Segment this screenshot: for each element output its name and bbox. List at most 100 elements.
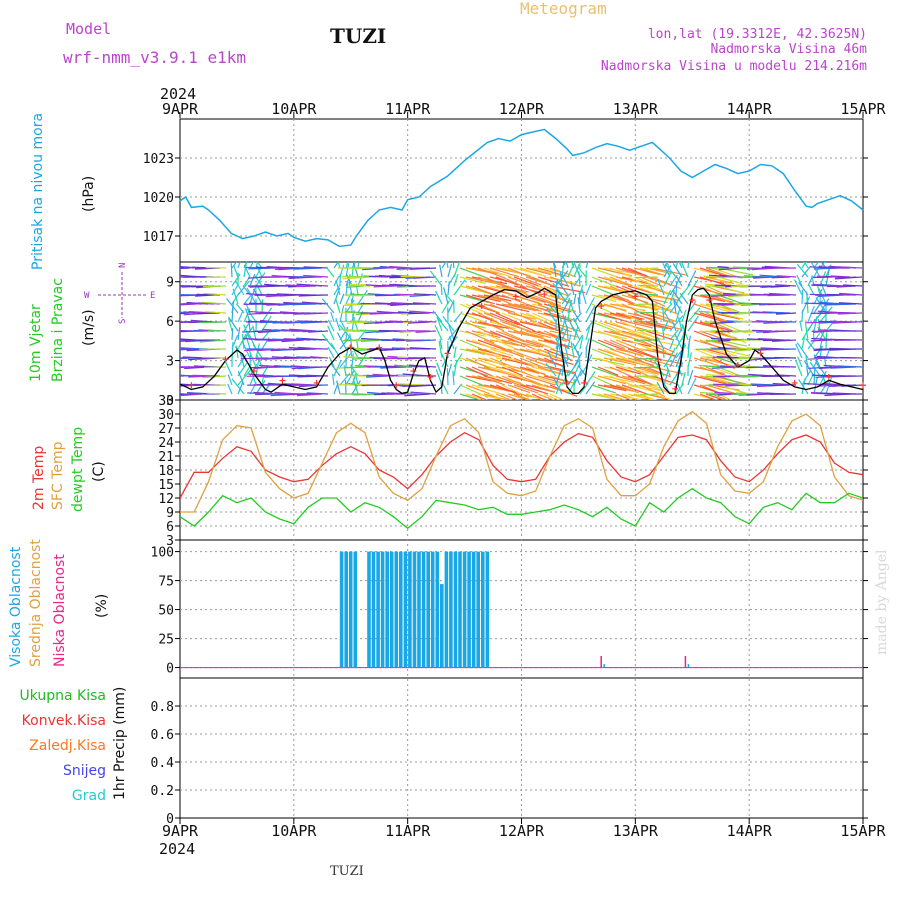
- wind-arrow: [837, 376, 862, 377]
- model-name: wrf-nmm_v3.9.1 e1km: [63, 48, 246, 67]
- wind-arrow: [768, 312, 790, 313]
- gust-marker: [445, 350, 451, 356]
- gust-marker: [427, 374, 433, 380]
- wind-arrow: [238, 327, 240, 340]
- y-tick-label: 25: [158, 633, 174, 648]
- temp-label-1: 2m Temp: [31, 446, 47, 510]
- pressure-label: Pritisak na nivou mora: [30, 113, 46, 270]
- wind-arrow: [796, 360, 803, 376]
- wind-arrow: [592, 367, 620, 377]
- wind-arrow: [436, 291, 443, 304]
- high-cloud-bar: [445, 552, 449, 668]
- wind-arrow: [676, 282, 677, 295]
- wind-arrow: [232, 328, 233, 340]
- precip-label-1: Ukupna Kisa: [19, 688, 106, 704]
- high-cloud-bar: [395, 552, 399, 668]
- cloud-label-3: Niska Oblacnost: [52, 554, 68, 667]
- wind-arrow-field: [157, 251, 862, 406]
- wind-arrow: [437, 317, 448, 331]
- high-cloud-bar: [381, 552, 385, 668]
- wind-arrow: [635, 277, 658, 278]
- wind-arrow: [344, 367, 370, 368]
- wind-arrow: [550, 340, 570, 349]
- temp-unit: (C): [91, 461, 107, 482]
- wind-arrow: [346, 286, 364, 287]
- x-tick-bottom: 11APR: [385, 822, 431, 840]
- wind-arrow: [234, 265, 238, 277]
- y-tick-label: 50: [158, 604, 174, 619]
- pressure-unit: (hPa): [81, 176, 97, 212]
- y-tick-label: 27: [158, 422, 174, 437]
- wind-arrow: [440, 265, 442, 277]
- high-cloud-bar: [422, 552, 426, 668]
- wind-arrow: [202, 357, 226, 358]
- high-cloud-bar: [472, 552, 476, 668]
- high-cloud-bar: [354, 552, 358, 668]
- wind-arrow: [771, 367, 796, 368]
- wind-arrow: [797, 275, 802, 286]
- meteogram-label: Meteogram: [520, 0, 607, 18]
- wind-arrow: [346, 292, 351, 304]
- wind-arrow: [231, 263, 232, 277]
- wind-arrow: [358, 290, 367, 304]
- high-cloud-bar: [385, 552, 389, 668]
- wind-arrow: [752, 330, 772, 331]
- y-tick-label: 6: [166, 315, 174, 330]
- wind-arrow: [678, 384, 682, 394]
- high-cloud-bar: [399, 552, 403, 668]
- wind-arrow: [358, 251, 359, 268]
- wind-arrow: [401, 277, 424, 278]
- wind-arrow: [238, 370, 251, 386]
- wind-arrow: [340, 305, 344, 322]
- y-tick-label: 9: [166, 506, 174, 521]
- footer-station: TUZI: [330, 864, 364, 879]
- wind-arrow: [688, 342, 689, 358]
- wind-arrow: [570, 320, 575, 331]
- wind-arrow: [768, 295, 791, 296]
- compass-w: W: [84, 291, 90, 301]
- high-cloud-bar: [413, 552, 417, 668]
- wind-arrow: [198, 322, 226, 323]
- wind-arrow: [544, 394, 569, 404]
- wind-arrow: [454, 261, 460, 277]
- gust-marker: [393, 382, 399, 388]
- y-tick-label: 0: [166, 662, 174, 677]
- high-cloud-bar: [376, 552, 380, 668]
- y-tick-label: 75: [158, 575, 174, 590]
- wind-arrow: [802, 290, 803, 305]
- x-tick-bottom: 12APR: [499, 822, 545, 840]
- gust-marker: [188, 382, 194, 388]
- wind-arrow: [331, 312, 334, 322]
- wind-arrow: [238, 258, 241, 268]
- wind-arrow: [352, 299, 353, 313]
- wind-arrow: [688, 370, 693, 385]
- wind-arrow: [579, 271, 580, 286]
- watermark: made by Angel: [874, 549, 890, 655]
- high-cloud-bar: [476, 552, 480, 668]
- y-tick-label: 0: [166, 812, 174, 827]
- wind-arrow: [225, 362, 232, 377]
- wind-arrow: [586, 298, 594, 314]
- y-tick-label: 15: [158, 478, 174, 493]
- compass-n: N: [118, 263, 128, 268]
- year-bottom: 2024: [159, 840, 195, 858]
- altitude-text: Nadmorska Visina 46m: [710, 42, 867, 57]
- wind-arrow: [638, 285, 659, 286]
- wind-arrow: [441, 284, 442, 295]
- y-tick-label: 24: [158, 436, 174, 451]
- y-tick-label: 12: [158, 492, 174, 507]
- cloud-label-2: Srednja Oblacnost: [28, 539, 44, 667]
- wind-arrow: [454, 360, 457, 376]
- wind-arrow: [772, 277, 790, 278]
- wind-arrow: [634, 312, 658, 313]
- y-tick-label: 6: [166, 520, 174, 535]
- wind-arrow: [582, 289, 586, 304]
- high-cloud-bar: [372, 552, 376, 668]
- y-tick-label: 30: [158, 408, 174, 423]
- high-cloud-bar: [340, 552, 344, 668]
- precip-label-2: Konvek.Kisa: [22, 713, 106, 729]
- y-tick-label: 1023: [143, 152, 174, 167]
- wind-arrow: [167, 268, 190, 269]
- wind-arrow: [336, 299, 340, 313]
